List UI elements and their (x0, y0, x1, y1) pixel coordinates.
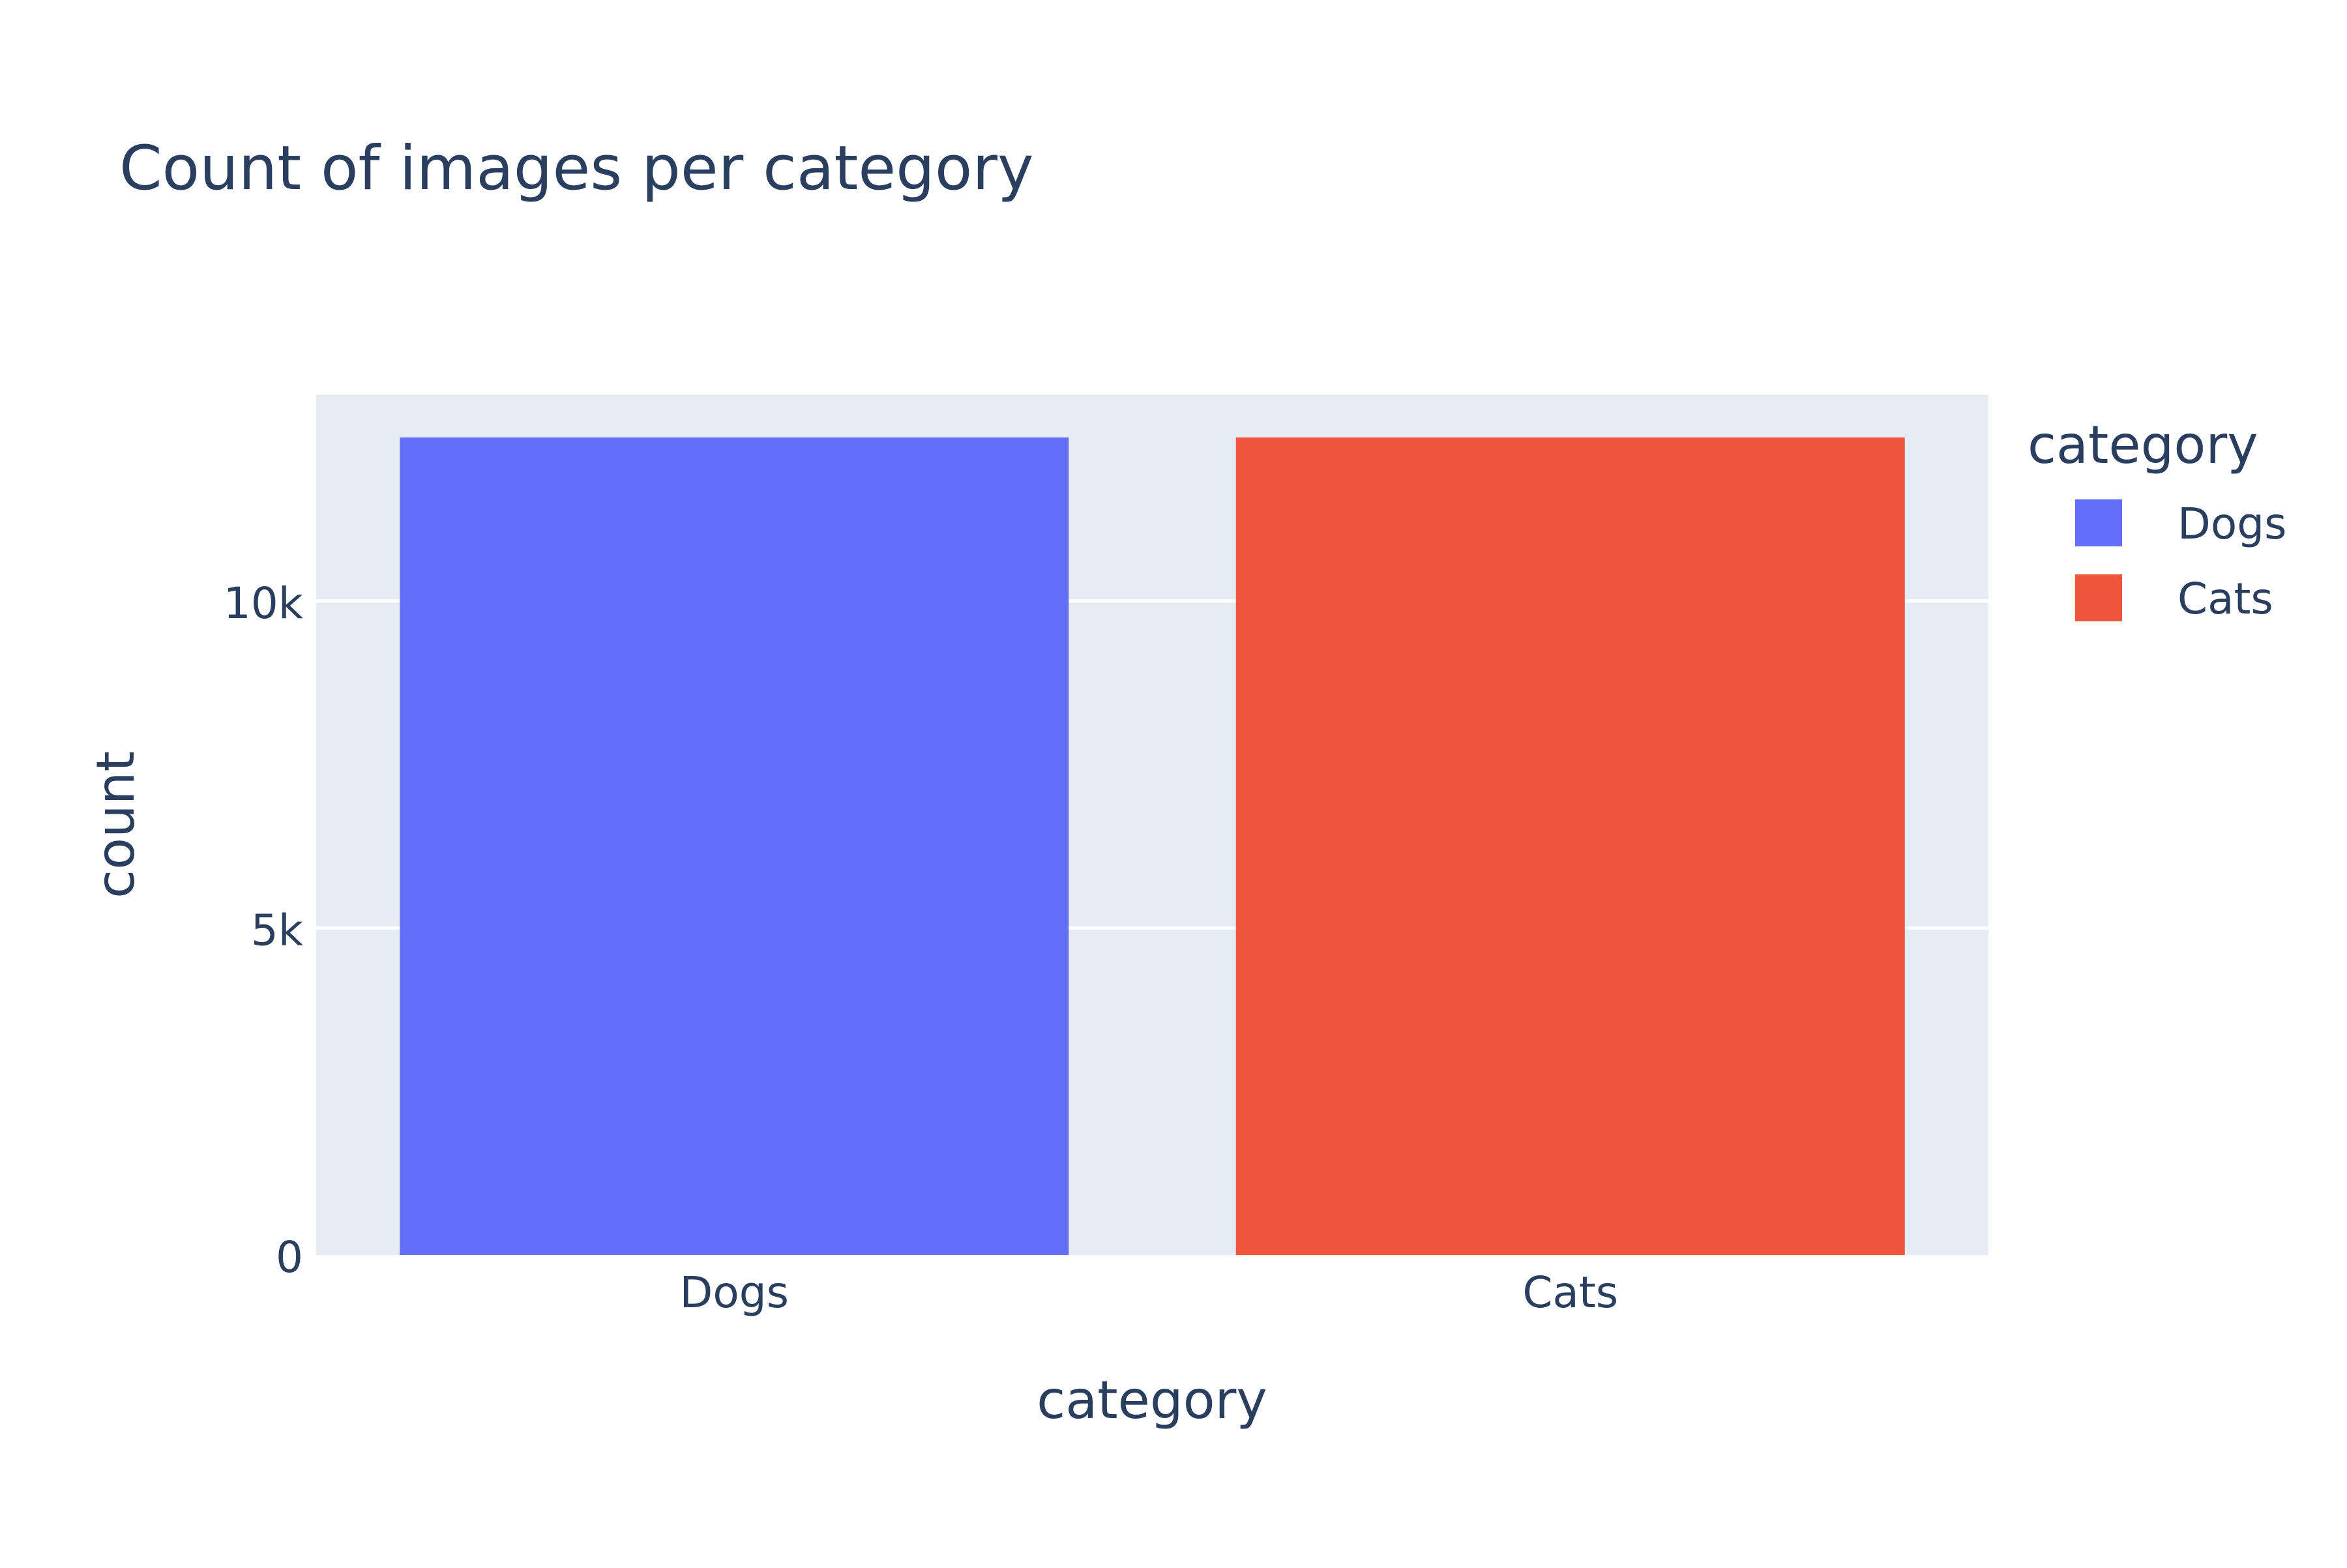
legend-label: Cats (2177, 574, 2273, 624)
y-tick-labels: 0 5k 10k (224, 578, 304, 1282)
legend-swatch (2075, 499, 2122, 546)
y-axis-title: count (85, 751, 146, 898)
y-tick-label: 5k (251, 905, 304, 955)
bar-cats[interactable] (1235, 437, 1905, 1255)
legend-item-dogs[interactable]: Dogs (2075, 499, 2286, 549)
y-tick-label: 0 (276, 1232, 303, 1282)
legend-label: Dogs (2177, 499, 2286, 549)
bar-dogs[interactable] (400, 437, 1069, 1255)
x-tick-labels: Dogs Cats (680, 1267, 1619, 1318)
legend-title: category (2028, 415, 2258, 475)
x-tick-label: Dogs (680, 1267, 789, 1318)
chart-title: Count of images per category (119, 133, 1034, 204)
bars (400, 437, 1905, 1255)
y-tick-label: 10k (224, 578, 304, 629)
x-axis-title: category (1037, 1370, 1267, 1430)
legend-item-cats[interactable]: Cats (2075, 574, 2273, 624)
legend-swatch (2075, 574, 2122, 621)
x-tick-label: Cats (1522, 1267, 1618, 1318)
legend: category Dogs Cats (2028, 415, 2286, 624)
